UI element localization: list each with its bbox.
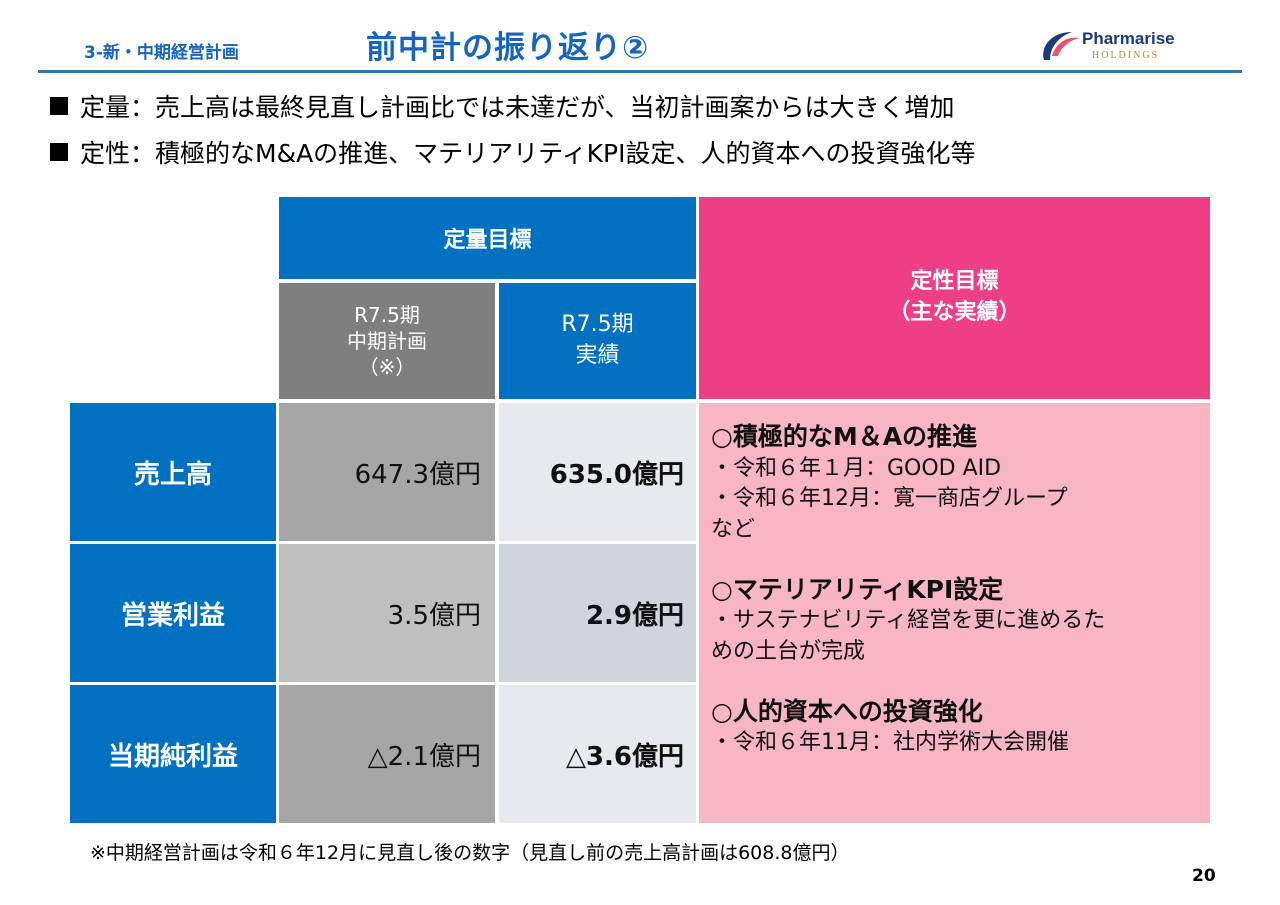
bullet-qualitative: 定性：積極的なM&Aの推進、マテリアリティKPI設定、人的資本への投資強化等 [50, 134, 976, 170]
net-income-plan-value: △2.1億円 [279, 685, 495, 823]
pharmarise-swoosh-icon [1043, 32, 1080, 60]
header-actual-line: 実績 [575, 343, 620, 368]
logo-text: Pharmarise [1082, 29, 1175, 48]
qualitative-heading: ○人的資本への投資強化 [711, 696, 983, 726]
header-plan-line: （※） [358, 355, 416, 379]
qualitative-heading: ○マテリアリティKPI設定 [711, 574, 1004, 604]
company-logo: Pharmarise HOLDINGS [1038, 26, 1198, 66]
qualitative-heading: ○積極的なM＆Aの推進 [711, 422, 978, 451]
header-qualitative-line1: 定性目標 [910, 269, 999, 295]
page-number: 20 [1192, 866, 1216, 886]
qualitative-line: など [711, 517, 756, 543]
header-qualitative-goals: 定性目標 （主な実績） [699, 197, 1210, 399]
qualitative-line: ・令和６年11月：社内学術大会開催 [711, 730, 1069, 756]
header-divider [38, 70, 1242, 73]
logo-subtext: HOLDINGS [1092, 50, 1160, 61]
header-quantitative-goals: 定量目標 [279, 197, 696, 279]
row-label-net-income: 当期純利益 [70, 685, 276, 823]
square-bullet-icon [50, 97, 68, 115]
qualitative-line: めの土台が完成 [711, 639, 866, 665]
bullet-text: 定性：積極的なM&Aの推進、マテリアリティKPI設定、人的資本への投資強化等 [80, 139, 976, 168]
bullet-quantitative: 定量：売上高は最終見直し計画比では未達だが、当初計画案からは大きく増加 [50, 88, 955, 124]
header-plan-line: 中期計画 [347, 329, 427, 353]
section-label: 3-新・中期経営計画 [84, 43, 239, 63]
square-bullet-icon [50, 143, 68, 161]
header-actual-column: R7.5期 実績 [499, 283, 696, 399]
row-label-sales: 売上高 [70, 403, 276, 541]
row-label-operating-profit: 営業利益 [70, 544, 276, 682]
qualitative-line: ・令和６年１月：GOOD AID [711, 455, 1002, 481]
header-actual-line: R7.5期 [561, 312, 634, 338]
qualitative-results: ○積極的なM＆Aの推進 ・令和６年１月：GOOD AID ・令和６年12月：寛一… [699, 403, 1210, 823]
operating-profit-plan-value: 3.5億円 [279, 544, 495, 682]
footnote: ※中期経営計画は令和６年12月に見直し後の数字（見直し前の売上高計画は608.8… [90, 842, 850, 864]
sales-plan-value: 647.3億円 [279, 403, 495, 541]
qualitative-line: ・サステナビリティ経営を更に進めるた [711, 608, 1106, 634]
header-plan-column: R7.5期 中期計画 （※） [279, 283, 495, 399]
bullet-text: 定量：売上高は最終見直し計画比では未達だが、当初計画案からは大きく増加 [80, 93, 955, 122]
header-plan-line: R7.5期 [354, 303, 420, 327]
header-qualitative-line2: （主な実績） [888, 300, 1021, 325]
net-income-actual-value: △3.6億円 [499, 685, 696, 823]
qualitative-line: ・令和６年12月：寛一商店グループ [711, 486, 1068, 512]
sales-actual-value: 635.0億円 [499, 403, 696, 541]
operating-profit-actual-value: 2.9億円 [499, 544, 696, 682]
page-title: 前中計の振り返り② [366, 30, 650, 66]
